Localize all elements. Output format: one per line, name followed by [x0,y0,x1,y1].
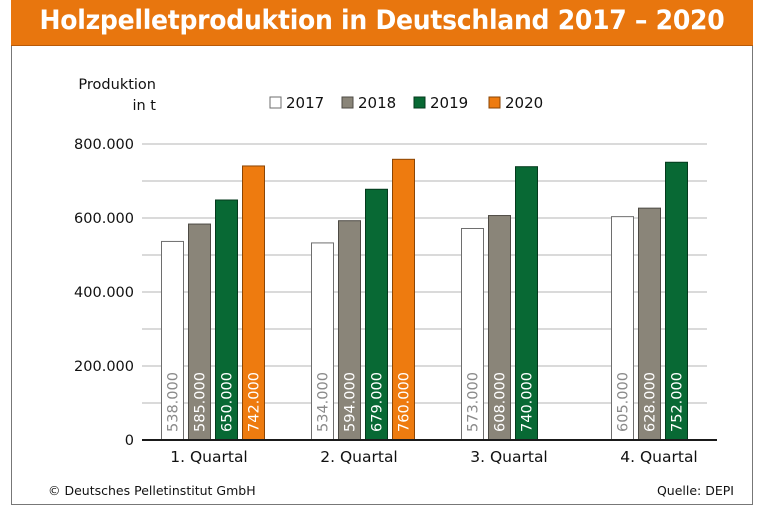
legend-swatch-2018 [341,96,354,109]
data-label: 760.000 [397,372,413,432]
legend: 2017 2018 2019 2020 [269,94,543,112]
legend-label-2018: 2018 [358,94,396,112]
data-label: 752.000 [670,372,686,432]
data-label: 679.000 [370,372,386,432]
data-label: 534.000 [316,372,332,432]
data-label: 742.000 [247,372,263,432]
legend-swatch-2017 [269,96,282,109]
copyright-text: © Deutsches Pelletinstitut GmbH [48,483,256,498]
y-axis-ticks: 0 200.000 400.000 600.000 800.000 [74,137,134,449]
y-tick-label: 0 [125,433,134,449]
y-tick-label: 600.000 [74,211,134,227]
chart-title: Holzpelletproduktion in Deutschland 2017… [39,5,725,36]
x-tick-label: 3. Quartal [470,448,548,466]
bars: 538.000 585.000 650.000 742.000 534.000 594.0… [161,158,688,441]
x-tick-label: 1. Quartal [170,448,248,466]
data-label: 650.000 [220,372,236,432]
legend-label-2019: 2019 [430,94,468,112]
data-label: 573.000 [466,372,482,432]
x-axis-ticks: 1. Quartal 2. Quartal 3. Quartal 4. Quartal [170,448,698,466]
data-label: 594.000 [343,372,359,432]
y-tick-label: 800.000 [74,137,134,153]
data-label: 605.000 [616,372,632,432]
legend-swatch-2019 [413,96,426,109]
x-tick-label: 2. Quartal [320,448,398,466]
title-banner: Holzpelletproduktion in Deutschland 2017… [11,0,753,46]
legend-label-2017: 2017 [286,94,324,112]
y-axis-label-line2: in t [132,98,156,114]
legend-swatch-2020 [488,96,501,109]
legend-label-2020: 2020 [505,94,543,112]
data-label: 608.000 [493,372,509,432]
y-axis-label-line1: Produktion [78,77,156,93]
source-text: Quelle: DEPI [657,483,734,498]
data-label: 628.000 [643,372,659,432]
data-label: 585.000 [193,372,209,432]
x-tick-label: 4. Quartal [620,448,698,466]
y-tick-label: 200.000 [74,359,134,375]
y-tick-label: 400.000 [74,285,134,301]
data-label: 538.000 [166,372,182,432]
data-label: 740.000 [520,372,536,432]
